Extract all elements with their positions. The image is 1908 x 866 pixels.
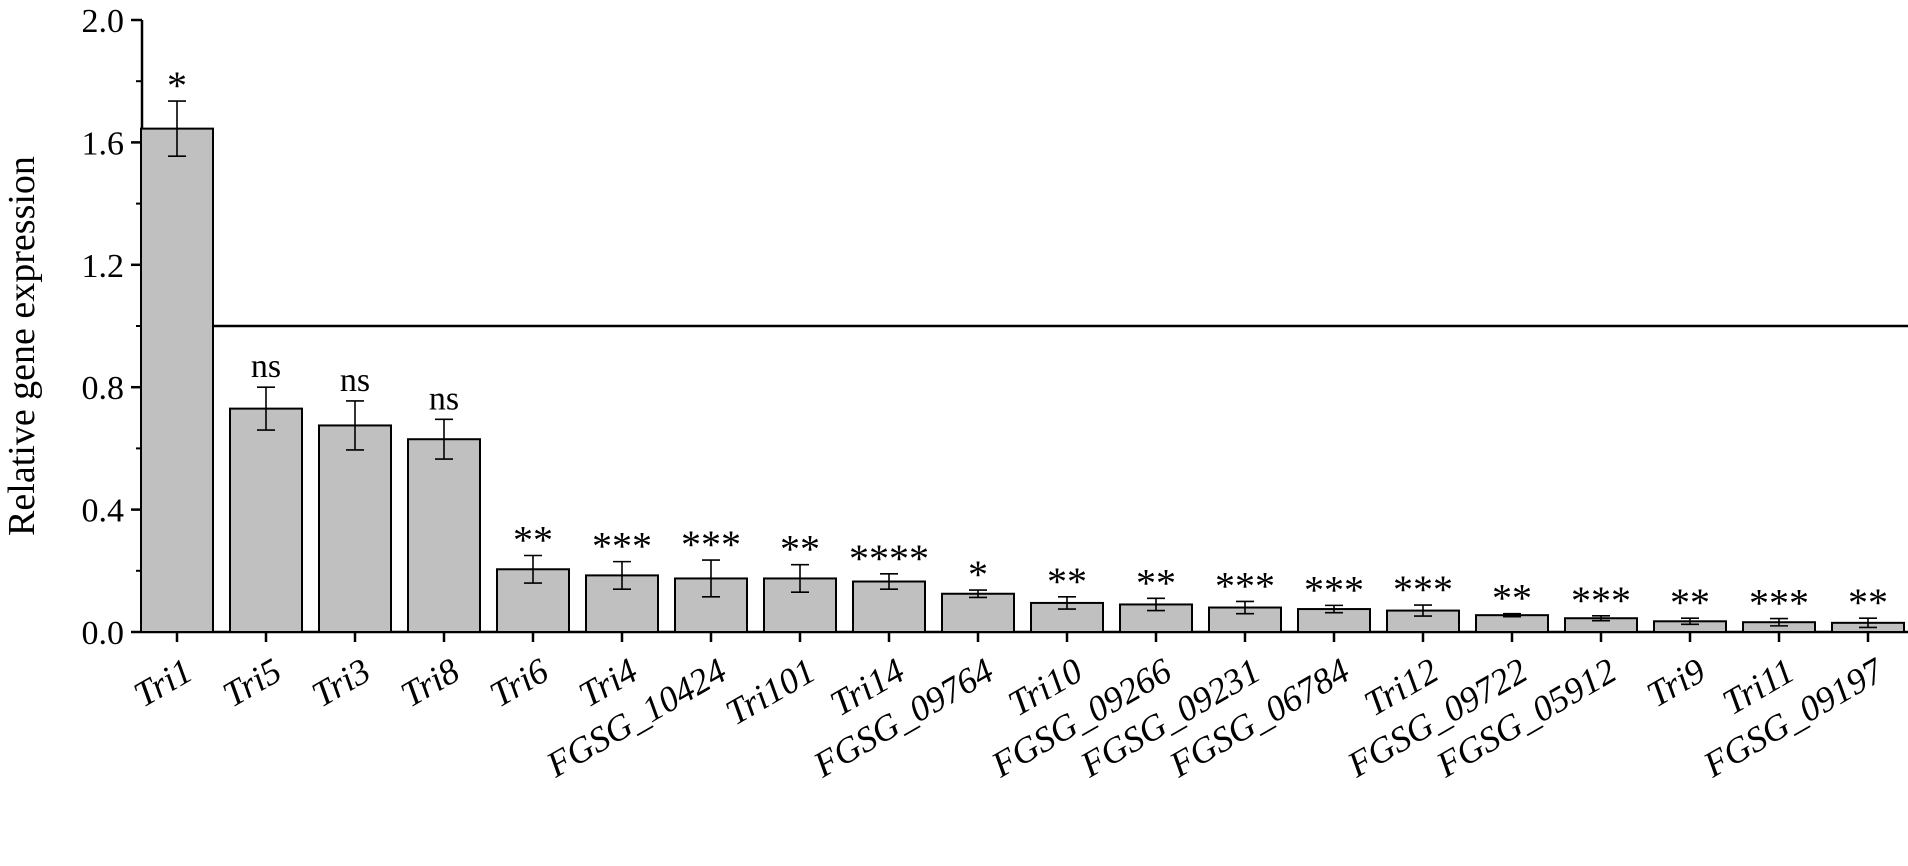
y-tick-label: 0.4 bbox=[82, 493, 125, 530]
x-tick-label: FGSG_09764 bbox=[806, 650, 1000, 785]
significance-label: ** bbox=[1848, 580, 1888, 625]
significance-label: * bbox=[167, 63, 187, 108]
significance-label: ** bbox=[513, 518, 553, 563]
significance-label: *** bbox=[592, 524, 652, 569]
significance-label: ** bbox=[1492, 576, 1532, 621]
y-tick-label: 1.6 bbox=[82, 125, 125, 162]
significance-label: ** bbox=[1136, 560, 1176, 605]
significance-label: ** bbox=[780, 527, 820, 572]
x-tick-label: FGSG_10424 bbox=[539, 650, 733, 785]
significance-label: * bbox=[968, 552, 988, 597]
x-tick-label: Tri8 bbox=[394, 650, 466, 715]
x-tick-label: Tri101 bbox=[719, 650, 822, 733]
significance-label: *** bbox=[1215, 563, 1275, 608]
significance-label: ns bbox=[340, 362, 370, 399]
significance-label: *** bbox=[681, 522, 741, 567]
y-tick-label: 0.0 bbox=[82, 615, 125, 652]
bar bbox=[140, 127, 214, 633]
x-tick-label: Tri9 bbox=[1640, 650, 1712, 715]
y-tick-label: 2.0 bbox=[82, 3, 125, 40]
significance-label: **** bbox=[849, 536, 929, 581]
bar bbox=[407, 438, 481, 633]
significance-label: *** bbox=[1304, 567, 1364, 612]
significance-label: *** bbox=[1749, 581, 1809, 626]
significance-label: ns bbox=[429, 380, 459, 417]
significance-label: ** bbox=[1047, 559, 1087, 604]
x-tick-label: FGSG_09197 bbox=[1696, 649, 1892, 785]
x-tick-label: Tri5 bbox=[216, 650, 288, 715]
significance-label: ** bbox=[1670, 580, 1710, 625]
y-tick-label: 0.8 bbox=[82, 370, 125, 407]
bar bbox=[941, 592, 1015, 633]
x-tick-label: Tri6 bbox=[483, 650, 555, 715]
significance-label: *** bbox=[1393, 567, 1453, 612]
x-tick-label: Tri1 bbox=[127, 650, 199, 715]
bar bbox=[229, 407, 303, 633]
x-tick-label: Tri3 bbox=[305, 650, 377, 715]
y-tick-label: 1.2 bbox=[82, 248, 125, 285]
significance-label: ns bbox=[251, 348, 281, 385]
y-axis-title: Relative gene expression bbox=[1, 156, 43, 536]
bar bbox=[318, 424, 392, 634]
significance-label: *** bbox=[1571, 578, 1631, 623]
